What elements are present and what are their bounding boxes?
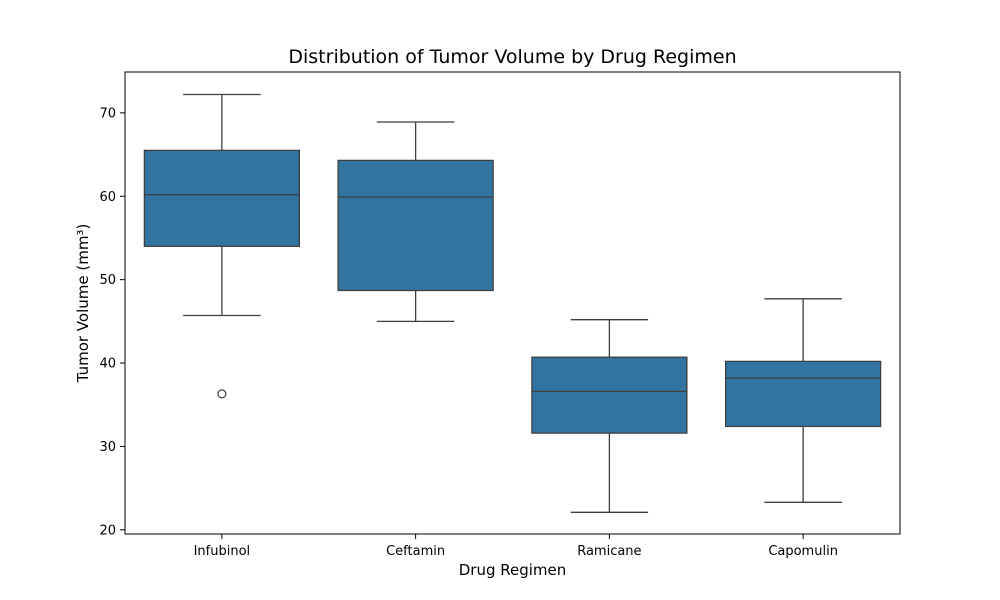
iqr-box [337, 159, 494, 292]
x-tick-label: Capomulin [768, 544, 838, 559]
x-axis-label: Drug Regimen [459, 561, 567, 579]
iqr-box [531, 356, 688, 434]
y-axis: 20 30 40 50 60 70 [99, 106, 125, 538]
box-infubinol [143, 93, 301, 399]
x-tick-label: Ramicane [577, 544, 641, 559]
y-axis-label: Tumor Volume (mm³) [74, 224, 92, 384]
y-tick-label: 70 [99, 106, 116, 121]
plot-frame [124, 71, 901, 535]
y-tick-label: 60 [99, 190, 116, 205]
plot-area [143, 93, 882, 513]
y-tick-label: 50 [99, 273, 116, 288]
y-tick-label: 20 [99, 523, 116, 538]
box-ramicane [531, 319, 688, 513]
y-tick-label: 30 [99, 440, 116, 455]
iqr-box [143, 149, 301, 247]
y-tick-label: 40 [99, 357, 116, 372]
box-capomulin [724, 298, 882, 503]
x-tick-label: Ceftamin [386, 544, 445, 559]
box-ceftamin [337, 121, 494, 322]
iqr-box [724, 360, 882, 428]
outlier-point [217, 389, 227, 399]
x-axis: Infubinol Ceftamin Ramicane Capomulin [194, 534, 838, 559]
x-tick-label: Infubinol [194, 544, 251, 559]
chart-title: Distribution of Tumor Volume by Drug Reg… [288, 46, 736, 68]
